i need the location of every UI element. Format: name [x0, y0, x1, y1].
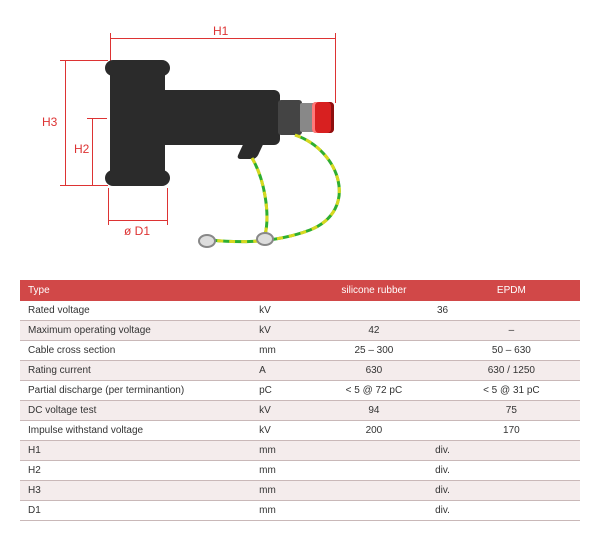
row-unit: mm: [251, 481, 305, 501]
row-label: Rated voltage: [20, 301, 251, 321]
row-val1: 200: [305, 421, 443, 441]
row-label: Cable cross section: [20, 341, 251, 361]
row-val2: 50 – 630: [443, 341, 580, 361]
table-row: Maximum operating voltage kV 42 –: [20, 321, 580, 341]
spec-header-row: Type silicone rubber EPDM: [20, 280, 580, 301]
spec-table: Type silicone rubber EPDM Rated voltage …: [20, 280, 580, 521]
row-val-span: div.: [305, 481, 580, 501]
row-unit: kV: [251, 421, 305, 441]
row-val-span: div.: [305, 441, 580, 461]
table-row: H2 mm div.: [20, 461, 580, 481]
spec-body: Rated voltage kV 36 Maximum operating vo…: [20, 301, 580, 521]
row-unit: mm: [251, 441, 305, 461]
row-val2: 630 / 1250: [443, 361, 580, 381]
row-val-span: div.: [305, 501, 580, 521]
table-row: Rated voltage kV 36: [20, 301, 580, 321]
connector-diagram: H1 H3 H2 ø D1: [30, 20, 410, 260]
row-unit: mm: [251, 341, 305, 361]
earth-lug-1: [198, 234, 216, 248]
row-label: H1: [20, 441, 251, 461]
table-row: DC voltage test kV 94 75: [20, 401, 580, 421]
row-val2: 75: [443, 401, 580, 421]
spec-header-col2: EPDM: [443, 280, 580, 301]
row-unit: kV: [251, 301, 305, 321]
row-label: Maximum operating voltage: [20, 321, 251, 341]
row-val-span: 36: [305, 301, 580, 321]
row-label: D1: [20, 501, 251, 521]
earth-lug-2: [256, 232, 274, 246]
row-unit: pC: [251, 381, 305, 401]
row-val1: 630: [305, 361, 443, 381]
row-unit: kV: [251, 401, 305, 421]
row-label: DC voltage test: [20, 401, 251, 421]
row-label: H2: [20, 461, 251, 481]
row-val1: 25 – 300: [305, 341, 443, 361]
row-label: Rating current: [20, 361, 251, 381]
spec-header-type: Type: [20, 280, 305, 301]
row-val2: < 5 @ 31 pC: [443, 381, 580, 401]
row-unit: mm: [251, 501, 305, 521]
row-val2: –: [443, 321, 580, 341]
table-row: Partial discharge (per terminantion) pC …: [20, 381, 580, 401]
table-row: Impulse withstand voltage kV 200 170: [20, 421, 580, 441]
row-label: Impulse withstand voltage: [20, 421, 251, 441]
row-val2: 170: [443, 421, 580, 441]
row-val-span: div.: [305, 461, 580, 481]
row-val1: 42: [305, 321, 443, 341]
row-val1: 94: [305, 401, 443, 421]
table-row: Cable cross section mm 25 – 300 50 – 630: [20, 341, 580, 361]
row-label: Partial discharge (per terminantion): [20, 381, 251, 401]
table-row: H1 mm div.: [20, 441, 580, 461]
table-row: Rating current A 630 630 / 1250: [20, 361, 580, 381]
spec-header-col1: silicone rubber: [305, 280, 443, 301]
row-label: H3: [20, 481, 251, 501]
earth-wire: [30, 20, 410, 260]
row-unit: A: [251, 361, 305, 381]
table-row: D1 mm div.: [20, 501, 580, 521]
row-unit: mm: [251, 461, 305, 481]
row-val1: < 5 @ 72 pC: [305, 381, 443, 401]
table-row: H3 mm div.: [20, 481, 580, 501]
row-unit: kV: [251, 321, 305, 341]
